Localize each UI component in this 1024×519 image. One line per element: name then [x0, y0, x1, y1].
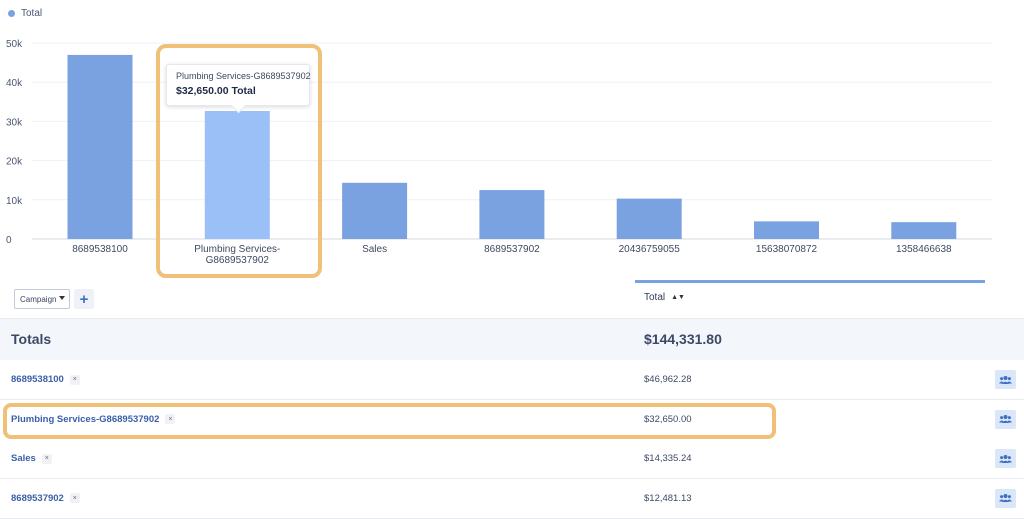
x-tick-label: Sales [362, 244, 387, 255]
users-button[interactable] [995, 409, 1016, 429]
table-row: Plumbing Services-G8689537902 × $32,650.00 [0, 399, 1024, 440]
bar [616, 198, 682, 239]
table-row: 8689538100 × $46,962.28 [0, 360, 1024, 400]
y-tick-label: 40k [6, 78, 23, 89]
x-tick-label: 8689537902 [484, 244, 540, 255]
totals-label: Totals [11, 331, 52, 347]
users-button[interactable] [995, 449, 1016, 468]
chevron-down-icon [59, 296, 65, 300]
tooltip-title: Plumbing Services-G8689537902 [176, 71, 311, 81]
bar [342, 182, 408, 239]
campaign-name: Plumbing Services-G8689537902 [11, 413, 160, 425]
chart-legend[interactable]: Total [8, 8, 42, 19]
remove-filter-icon[interactable]: × [69, 493, 80, 503]
row-total-value: $32,650.00 [644, 413, 692, 425]
chart-tooltip: Plumbing Services-G8689537902 $32,650.00… [166, 64, 311, 114]
campaign-name: Sales [11, 453, 36, 464]
campaign-name-link[interactable]: Plumbing Services-G8689537902 × [11, 413, 176, 425]
bar [754, 221, 819, 239]
total-column-header[interactable]: Total ▲▼ [644, 292, 685, 303]
data-table: Campaign + Total ▲▼ Totals $144,331.80 8… [0, 280, 1024, 519]
bar [67, 54, 133, 239]
table-header: Campaign + Total ▲▼ [0, 280, 1024, 318]
x-tick-label: Plumbing Services- [194, 244, 280, 255]
y-tick-label: 0 [6, 235, 12, 246]
y-tick-label: 10k [6, 196, 23, 207]
users-icon [999, 454, 1012, 463]
campaign-name: 8689537902 [11, 492, 64, 504]
total-column-label: Total [644, 292, 666, 303]
column-accent-bar [635, 280, 985, 283]
campaign-dropdown[interactable]: Campaign [14, 289, 70, 309]
campaign-name-link[interactable]: Sales × [11, 453, 52, 464]
x-tick-label: 8689538100 [72, 244, 128, 255]
remove-filter-icon[interactable]: × [41, 453, 52, 464]
users-icon [999, 494, 1012, 502]
table-row: 8689537902 × $12,481.13 [0, 478, 1024, 519]
remove-filter-icon[interactable]: × [165, 414, 176, 424]
y-tick-label: 30k [6, 117, 23, 128]
legend-label: Total [21, 8, 43, 19]
row-total-value: $46,962.28 [644, 374, 692, 385]
campaign-name: 8689538100 [11, 374, 64, 385]
bar [479, 190, 545, 239]
x-tick-label: 1358466638 [896, 244, 952, 255]
totals-row: Totals $144,331.80 [0, 318, 1024, 362]
users-button[interactable] [995, 370, 1016, 389]
campaign-name-link[interactable]: 8689537902 × [11, 493, 80, 504]
users-icon [999, 375, 1012, 384]
totals-value: $144,331.80 [644, 331, 722, 347]
legend-dot-icon [8, 10, 15, 17]
bar [204, 111, 270, 239]
row-total-value: $12,481.13 [644, 492, 692, 504]
table-row: Sales × $14,335.24 [0, 439, 1024, 479]
sort-icon[interactable]: ▲▼ [671, 294, 685, 301]
y-tick-label: 20k [6, 157, 23, 168]
campaign-dropdown-label: Campaign [20, 294, 57, 304]
x-tick-label: 20436759055 [619, 244, 681, 255]
add-dimension-button[interactable]: + [74, 289, 94, 309]
tooltip-value: $32,650.00 Total [176, 85, 256, 97]
remove-filter-icon[interactable]: × [69, 374, 80, 385]
x-tick-label: 15638070872 [756, 244, 818, 255]
campaign-name-link[interactable]: 8689538100 × [11, 374, 80, 385]
bar [891, 222, 957, 239]
y-tick-label: 50k [6, 39, 23, 50]
users-button[interactable] [995, 488, 1016, 508]
bar-chart: Total 0 10k 20k 30k 40k 50k 8689538100 Plumbing… [6, 8, 992, 278]
x-tick-label: G8689537902 [206, 255, 270, 266]
row-total-value: $14,335.24 [644, 453, 692, 464]
chart-plot: 0 10k 20k 30k 40k 50k 8689538100 Plumbing Servi… [6, 39, 992, 266]
users-icon [999, 415, 1012, 423]
